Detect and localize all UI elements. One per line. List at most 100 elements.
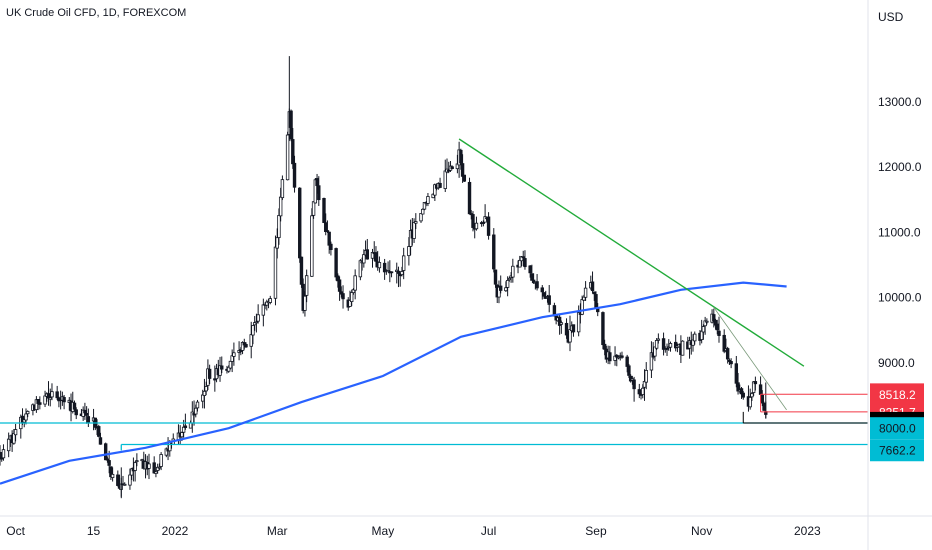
candle-body (50, 391, 54, 398)
candle-body (103, 443, 108, 461)
candle-body (414, 221, 418, 224)
candle-body (180, 432, 184, 438)
candle-body (220, 365, 224, 370)
time-tick-label: Jul (481, 524, 496, 538)
candle-body (521, 256, 525, 259)
candle-body (292, 162, 297, 188)
candle-body (661, 338, 666, 350)
candle-body (665, 347, 669, 350)
candle-body (602, 343, 607, 350)
candle-body (540, 287, 544, 293)
price-tick-label: 9000.0 (878, 356, 915, 370)
candle-body (105, 458, 110, 461)
candle-body (299, 256, 304, 285)
candle-body (741, 392, 745, 398)
candle-body (460, 163, 465, 177)
candle-body (644, 370, 648, 383)
candle-body (531, 279, 536, 284)
candle-body (228, 360, 233, 369)
candle-body (377, 262, 382, 269)
price-tag-label: 7662.2 (879, 444, 916, 458)
candle-body (467, 181, 472, 215)
candle-body (474, 222, 479, 230)
candle-body (701, 326, 706, 333)
candle-body (615, 354, 619, 358)
candle-body (717, 330, 721, 336)
chart-title: UK Crude Oil CFD, 1D, FOREXCOM (6, 7, 186, 19)
candle-body (450, 166, 454, 170)
candle-body (353, 275, 357, 291)
candle-body (43, 395, 47, 405)
candle-body (195, 401, 200, 409)
candle-body (26, 411, 30, 415)
candle-body (256, 314, 260, 322)
candle-body (693, 333, 697, 342)
candle-body (580, 299, 584, 315)
moving-average-line (0, 281, 787, 485)
candle-body (83, 409, 87, 414)
candle-body (116, 474, 120, 486)
candle-body (576, 312, 581, 333)
candle-body (511, 265, 515, 278)
candle-body (325, 230, 330, 232)
time-tick-label: Sep (585, 524, 607, 538)
candle-body (542, 292, 546, 297)
candle-body (194, 407, 198, 415)
candle-body (729, 361, 733, 365)
candle-body (547, 295, 551, 305)
candle-body (123, 483, 127, 486)
candle-body (396, 270, 401, 274)
candle-body (583, 287, 588, 298)
candle-body (362, 254, 366, 264)
candle-body (84, 412, 89, 416)
price-tag-label: 8000.0 (879, 422, 916, 436)
candle-body (207, 368, 212, 379)
candle-body (760, 394, 765, 404)
price-tag (870, 439, 924, 462)
candle-body (656, 338, 661, 341)
candle-body (528, 265, 532, 274)
candle-body (329, 243, 333, 250)
candle-body (389, 271, 394, 274)
candle-body (753, 381, 758, 385)
candle-body (152, 462, 156, 474)
candle-body (291, 139, 295, 165)
candle-body (505, 280, 510, 288)
candle-body (298, 187, 302, 259)
candle-body (365, 249, 369, 260)
candle-body (334, 248, 338, 278)
candle-body (654, 340, 659, 349)
candle-body (322, 198, 326, 223)
candle-body (315, 178, 319, 187)
price-tick-label: 11000.0 (878, 225, 921, 239)
time-tick-label: 2023 (794, 524, 821, 538)
candle-body (680, 340, 685, 356)
price-tag (870, 383, 924, 406)
candle-body (762, 402, 766, 411)
candle-body (421, 208, 425, 215)
candle-body (159, 454, 163, 467)
candle-body (232, 352, 236, 357)
candle-body (462, 174, 467, 182)
candle-body (289, 110, 293, 140)
candle-body (382, 262, 387, 273)
time-tick-label: Nov (691, 524, 712, 538)
candle-body (310, 215, 314, 277)
price-tick-label: 13000.0 (878, 95, 922, 109)
candle-body (426, 196, 430, 204)
candle-body (304, 275, 309, 296)
candle-body (341, 293, 345, 300)
candle-body (564, 322, 569, 336)
trendline (458, 138, 805, 367)
time-axis[interactable]: Oct 15 2022 Mar May Jul Sep Nov 2023 (6, 524, 821, 538)
candle-body (641, 387, 645, 395)
candle-body (135, 460, 139, 463)
time-tick-label: May (372, 524, 395, 538)
candle-body (327, 231, 331, 246)
price-axis[interactable]: 9000.0 10000.0 11000.0 12000.0 13000.0 (878, 95, 922, 370)
candle-body (249, 334, 253, 347)
candle-body (374, 252, 378, 262)
candle-body (616, 356, 621, 359)
candle-body (590, 281, 595, 292)
